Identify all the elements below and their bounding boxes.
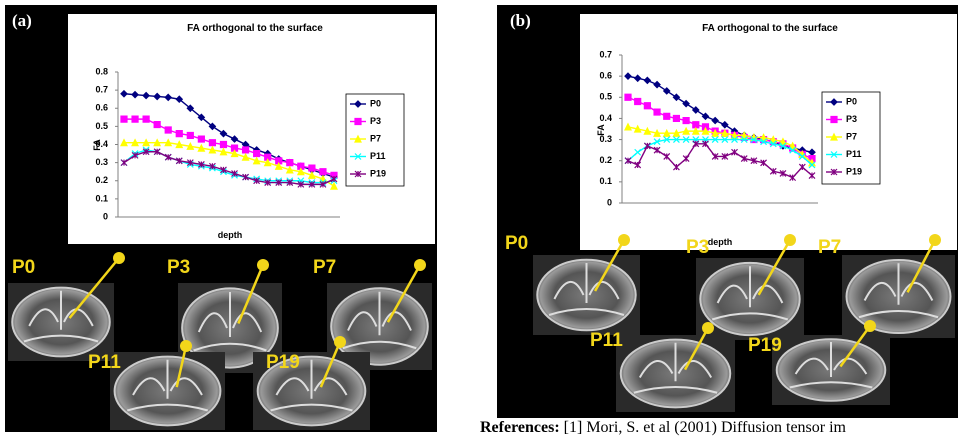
y-tick-label: 0: [103, 211, 108, 221]
figure: References:[1] Mori, S. et al (2001) Dif…: [0, 0, 969, 436]
data-point: [309, 165, 315, 171]
chart-title: FA orthogonal to the surface: [702, 23, 838, 34]
legend-label: P11: [370, 151, 386, 161]
data-point: [243, 147, 249, 153]
image-label: P19: [748, 335, 782, 356]
x-axis-label: depth: [708, 237, 733, 247]
data-point: [664, 113, 670, 119]
data-point: [154, 122, 160, 128]
image-label: P7: [313, 257, 336, 278]
y-tick-label: 0.7: [599, 49, 612, 59]
legend-label: P7: [846, 131, 857, 141]
data-point: [198, 136, 204, 142]
data-point: [121, 116, 127, 122]
data-point: [176, 131, 182, 137]
image-label: P11: [88, 352, 121, 373]
pin-head: [180, 340, 192, 352]
y-tick-label: 0.4: [599, 113, 612, 123]
x-axis-label: depth: [218, 230, 243, 240]
data-point: [254, 151, 260, 157]
legend-marker: [831, 117, 837, 123]
data-point: [143, 116, 149, 122]
y-tick-label: 0.8: [95, 66, 108, 76]
y-tick-label: 0: [607, 197, 612, 207]
legend-label: P3: [846, 114, 857, 124]
pin-head: [113, 252, 125, 264]
data-point: [320, 169, 326, 175]
data-point: [165, 127, 171, 133]
image-label: P0: [12, 257, 35, 278]
y-tick-label: 0.7: [95, 85, 108, 95]
panel-label: (a): [12, 11, 32, 30]
legend-label: P0: [370, 98, 381, 108]
image-label: P19: [266, 352, 300, 373]
data-point: [187, 132, 193, 138]
data-point: [673, 115, 679, 121]
y-tick-label: 0.6: [95, 103, 108, 113]
pin-head: [414, 259, 426, 271]
y-tick-label: 0.3: [95, 157, 108, 167]
data-point: [209, 140, 215, 146]
reference: References:[1] Mori, S. et al (2001) Dif…: [480, 419, 847, 436]
y-tick-label: 0.6: [599, 71, 612, 81]
pin-head: [702, 322, 714, 334]
image-label: P3: [167, 257, 190, 278]
image-label: P0: [505, 233, 528, 254]
legend-label: P19: [846, 166, 862, 176]
y-tick-label: 0.2: [599, 155, 612, 165]
reference-label: References:: [480, 419, 560, 436]
image-label: P11: [590, 330, 623, 351]
pin-head: [618, 234, 630, 246]
y-tick-label: 0.2: [95, 175, 108, 185]
legend-label: P11: [846, 149, 862, 159]
pin-head: [257, 259, 269, 271]
chart-title: FA orthogonal to the surface: [187, 23, 323, 34]
data-point: [683, 118, 689, 124]
data-point: [625, 94, 631, 100]
image-label: P3: [686, 237, 709, 258]
data-point: [635, 99, 641, 105]
pin-head: [864, 320, 876, 332]
legend-label: P7: [370, 133, 381, 143]
pin-head: [784, 234, 796, 246]
y-tick-label: 0.4: [95, 139, 108, 149]
data-point: [644, 103, 650, 109]
data-point: [220, 142, 226, 148]
y-tick-label: 0.5: [599, 92, 612, 102]
data-point: [654, 109, 660, 115]
legend-label: P0: [846, 96, 857, 106]
data-point: [132, 116, 138, 122]
y-tick-label: 0.1: [599, 176, 612, 186]
legend-marker: [355, 119, 361, 125]
y-tick-label: 0.3: [599, 134, 612, 144]
pin-head: [334, 336, 346, 348]
pin-head: [929, 234, 941, 246]
data-point: [287, 160, 293, 166]
image-label: P7: [818, 237, 841, 258]
reference-text: [1] Mori, S. et al (2001) Diffusion tens…: [564, 419, 847, 436]
y-tick-label: 0.1: [95, 193, 108, 203]
panel-label: (b): [510, 11, 531, 30]
legend-label: P19: [370, 168, 386, 178]
legend-label: P3: [370, 116, 381, 126]
y-tick-label: 0.5: [95, 121, 108, 131]
